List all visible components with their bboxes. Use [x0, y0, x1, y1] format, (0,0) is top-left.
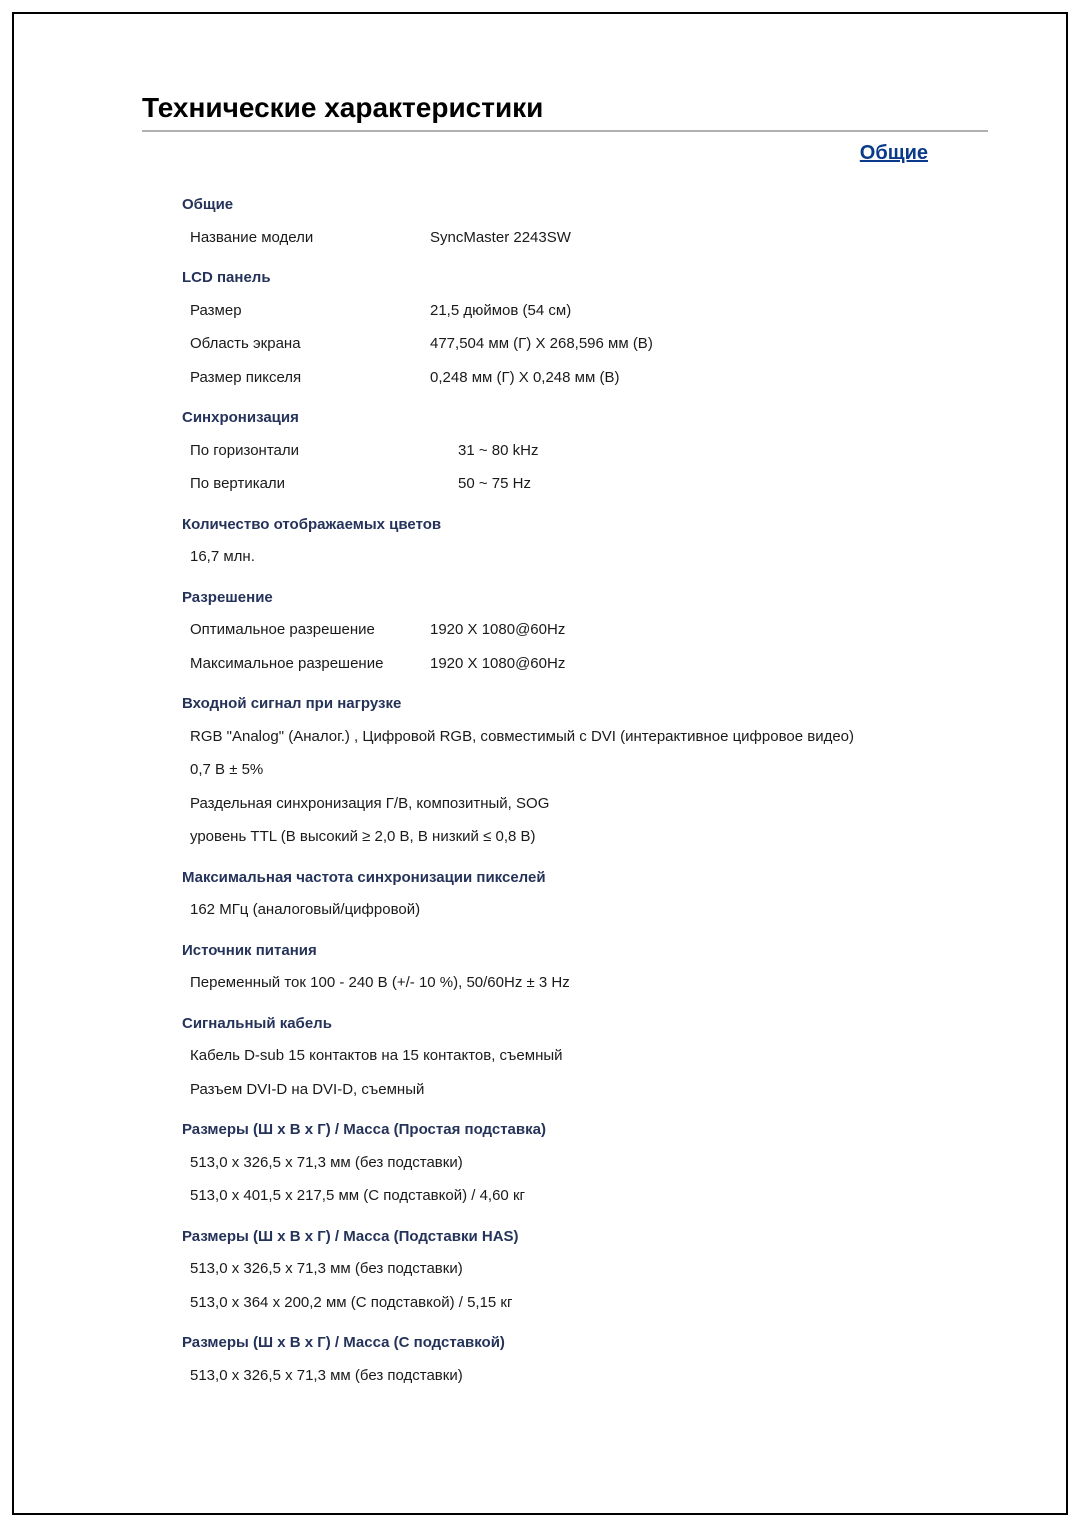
section-dims-stand-header: Размеры (Ш x В x Г) / Масса (С подставко… [182, 1333, 988, 1353]
spec-line: Разъем DVI-D на DVI-D, съемный [190, 1077, 988, 1103]
spec-line: уровень TTL (В высокий ≥ 2,0 В, В низкий… [190, 824, 988, 850]
spec-label: Оптимальное разрешение [190, 620, 410, 640]
page-content: Технические характеристики Общие Общие Н… [12, 12, 1068, 1515]
spec-value: 1920 X 1080@60Hz [410, 654, 988, 674]
spec-row: По горизонтали 31 ~ 80 kHz [190, 438, 988, 464]
spec-label: По горизонтали [190, 441, 410, 461]
spec-label: Максимальное разрешение [190, 654, 410, 674]
section-general-header: Общие [182, 195, 988, 215]
spec-line: Переменный ток 100 - 240 В (+/- 10 %), 5… [190, 970, 988, 996]
spec-content: Общие Название модели SyncMaster 2243SW … [152, 195, 988, 1388]
spec-row: Название модели SyncMaster 2243SW [190, 225, 988, 251]
spec-line: Раздельная синхронизация Г/В, композитны… [190, 791, 988, 817]
section-power-header: Источник питания [182, 941, 988, 961]
section-dims-has-header: Размеры (Ш x В x Г) / Масса (Подставки H… [182, 1227, 988, 1247]
section-dims-simple-header: Размеры (Ш x В x Г) / Масса (Простая под… [182, 1120, 988, 1140]
spec-line: 513,0 x 364 x 200,2 мм (С подставкой) / … [190, 1290, 988, 1316]
spec-line: 162 МГц (аналоговый/цифровой) [190, 897, 988, 923]
section-sync-header: Синхронизация [182, 408, 988, 428]
spec-line: 513,0 x 326,5 x 71,3 мм (без подставки) [190, 1363, 988, 1389]
spec-value: 21,5 дюймов (54 см) [410, 301, 988, 321]
spec-value: 50 ~ 75 Hz [410, 474, 988, 494]
spec-value: 0,248 мм (Г) X 0,248 мм (В) [410, 368, 988, 388]
category-label: Общие [152, 142, 928, 165]
spec-row: Область экрана 477,504 мм (Г) X 268,596 … [190, 331, 988, 357]
spec-row: Максимальное разрешение 1920 X 1080@60Hz [190, 651, 988, 677]
section-colors-header: Количество отображаемых цветов [182, 515, 988, 535]
page-title: Технические характеристики [142, 92, 988, 132]
spec-label: По вертикали [190, 474, 410, 494]
spec-line: 16,7 млн. [190, 544, 988, 570]
spec-value: 31 ~ 80 kHz [410, 441, 988, 461]
spec-line: 0,7 B ± 5% [190, 757, 988, 783]
spec-value: SyncMaster 2243SW [410, 228, 988, 248]
spec-line: 513,0 x 326,5 x 71,3 мм (без подставки) [190, 1256, 988, 1282]
spec-label: Область экрана [190, 334, 410, 354]
spec-line: RGB "Analog" (Аналог.) , Цифровой RGB, с… [190, 724, 988, 750]
spec-row: По вертикали 50 ~ 75 Hz [190, 471, 988, 497]
section-cable-header: Сигнальный кабель [182, 1014, 988, 1034]
spec-row: Размер пикселя 0,248 мм (Г) X 0,248 мм (… [190, 365, 988, 391]
spec-label: Размер пикселя [190, 368, 410, 388]
spec-line: 513,0 x 401,5 x 217,5 мм (С подставкой) … [190, 1183, 988, 1209]
section-lcd-header: LCD панель [182, 268, 988, 288]
spec-value: 477,504 мм (Г) X 268,596 мм (В) [410, 334, 988, 354]
spec-line: Кабель D-sub 15 контактов на 15 контакто… [190, 1043, 988, 1069]
spec-label: Название модели [190, 228, 410, 248]
section-resolution-header: Разрешение [182, 588, 988, 608]
spec-row: Размер 21,5 дюймов (54 см) [190, 298, 988, 324]
spec-label-text: Максимальное разрешение [190, 655, 383, 672]
spec-row: Оптимальное разрешение 1920 X 1080@60Hz [190, 617, 988, 643]
spec-line: 513,0 x 326,5 x 71,3 мм (без подставки) [190, 1150, 988, 1176]
spec-label: Размер [190, 301, 410, 321]
section-input-header: Входной сигнал при нагрузке [182, 694, 988, 714]
spec-value: 1920 X 1080@60Hz [410, 620, 988, 640]
section-pixelclock-header: Максимальная частота синхронизации пиксе… [182, 868, 988, 888]
